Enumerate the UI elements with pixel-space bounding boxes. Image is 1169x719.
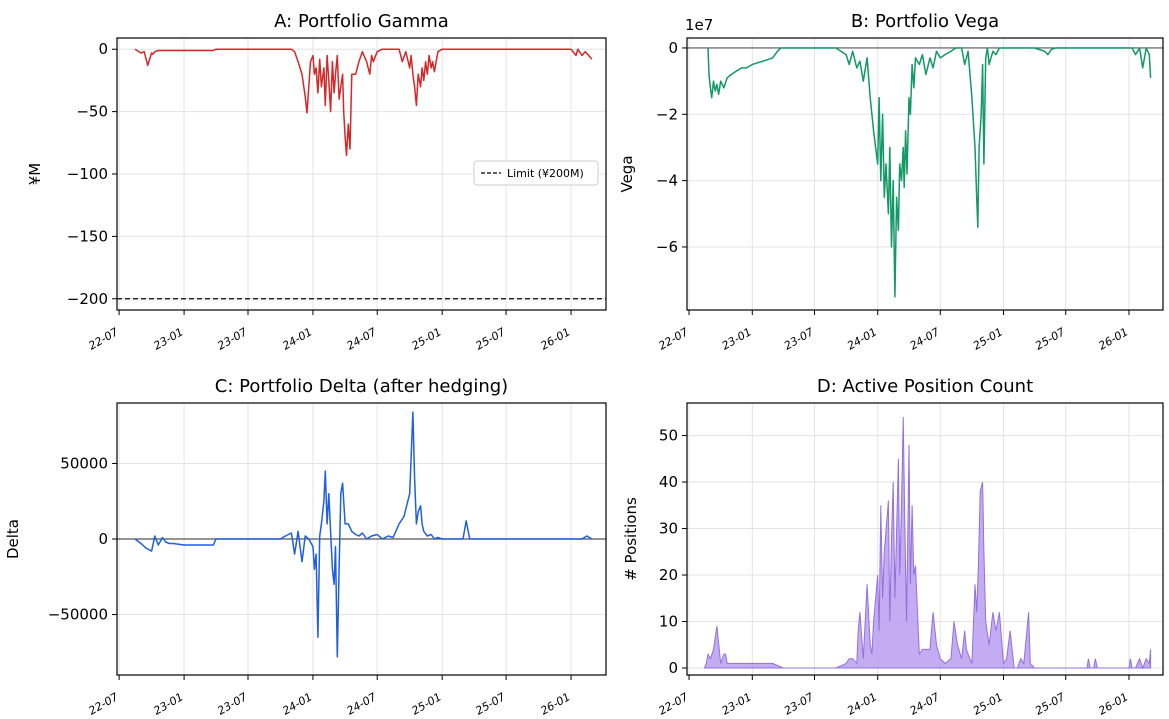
series-line-0 — [707, 47, 1152, 298]
x-tick-label: 23-01 — [151, 690, 185, 717]
plot-frame — [686, 402, 1164, 676]
panel-title: A: Portfolio Gamma — [274, 11, 449, 32]
x-tick-label: 22-07 — [86, 690, 120, 717]
y-tick-label: 50 — [659, 427, 678, 445]
x-tick-label: 26-01 — [1096, 690, 1130, 717]
panel-A: 0 −50 −100 −150 −200 22-07 23-01 23-07 24-01 24-0… — [26, 11, 607, 353]
x-tick-label: 24-01 — [845, 325, 879, 352]
y-axis-label: # Positions — [622, 497, 640, 581]
x-tick-label: 23-07 — [215, 690, 249, 717]
x-tick-label: 24-07 — [908, 690, 942, 717]
series-line-0 — [134, 48, 593, 157]
x-tick-label: 24-07 — [345, 325, 379, 352]
x-tick-label: 24-07 — [908, 325, 942, 352]
x-tick-label: 24-01 — [845, 690, 879, 717]
x-tick-label: 22-07 — [656, 325, 690, 352]
series-line-0 — [134, 411, 593, 658]
y-tick-label: −100 — [67, 165, 108, 183]
legend-box — [473, 160, 599, 186]
y-axis-label: Delta — [4, 519, 22, 559]
x-tick-label: 24-01 — [280, 325, 314, 352]
panel-title: B: Portfolio Vega — [851, 11, 999, 32]
x-tick-label: 22-07 — [86, 325, 120, 352]
panel-title: D: Active Position Count — [817, 376, 1033, 397]
x-tick-label: 25-01 — [409, 325, 443, 352]
x-tick-label: 25-07 — [473, 325, 507, 352]
offset-text: 1e7 — [685, 16, 713, 34]
x-tick-label: 25-07 — [1033, 690, 1067, 717]
legend-label: Limit (¥200M) — [507, 167, 584, 180]
x-tick-label: 26-01 — [1096, 325, 1130, 352]
y-tick-label: 20 — [659, 566, 678, 584]
x-tick-label: 23-01 — [720, 690, 754, 717]
panel-B: 0 −2 −4 −6 22-07 23-01 23-07 24-01 24-07 25-01 25-… — [618, 11, 1164, 353]
x-tick-label: 24-07 — [345, 690, 379, 717]
x-tick-label: 22-07 — [656, 690, 690, 717]
y-tick-label: 40 — [659, 473, 678, 491]
y-tick-label: −4 — [656, 172, 678, 190]
y-tick-label: −200 — [67, 290, 108, 308]
plot-frame — [686, 37, 1164, 311]
x-tick-label: 23-01 — [151, 325, 185, 352]
panel-C: 50000 0 −50000 22-07 23-01 23-07 24-01 24-07 25-… — [4, 376, 607, 718]
x-tick-label: 25-07 — [473, 690, 507, 717]
x-tick-label: 23-01 — [720, 325, 754, 352]
y-axis-label: Vega — [618, 155, 636, 192]
x-tick-label: 26-01 — [538, 325, 572, 352]
x-tick-label: 23-07 — [782, 690, 816, 717]
legend: Limit (¥200M) — [473, 160, 599, 186]
series-area-0 — [703, 416, 1152, 670]
y-tick-label: −150 — [67, 227, 108, 245]
y-tick-label: 10 — [659, 613, 678, 631]
y-axis-label: ¥M — [26, 163, 44, 186]
y-tick-label: −2 — [656, 105, 678, 123]
y-tick-label: 50000 — [60, 454, 108, 472]
x-tick-label: 25-01 — [971, 690, 1005, 717]
panel-title: C: Portfolio Delta (after hedging) — [215, 376, 508, 397]
y-tick-label: −50000 — [48, 606, 108, 624]
x-tick-label: 25-01 — [971, 325, 1005, 352]
y-tick-label: −6 — [656, 238, 678, 256]
x-tick-label: 23-07 — [782, 325, 816, 352]
x-tick-label: 25-07 — [1033, 325, 1067, 352]
x-tick-label: 26-01 — [538, 690, 572, 717]
y-tick-label: 0 — [98, 530, 108, 548]
x-tick-label: 24-01 — [280, 690, 314, 717]
x-tick-label: 25-01 — [409, 690, 443, 717]
x-tick-label: 23-07 — [215, 325, 249, 352]
y-tick-label: 30 — [659, 520, 678, 538]
y-tick-label: −50 — [76, 103, 108, 121]
y-tick-label: 0 — [668, 659, 678, 677]
y-tick-label: 0 — [98, 40, 108, 58]
y-tick-label: 0 — [668, 39, 678, 57]
panel-D: 0 10 20 30 40 50 22-07 23-01 23-07 24-01 24-07 25-0… — [622, 376, 1164, 718]
